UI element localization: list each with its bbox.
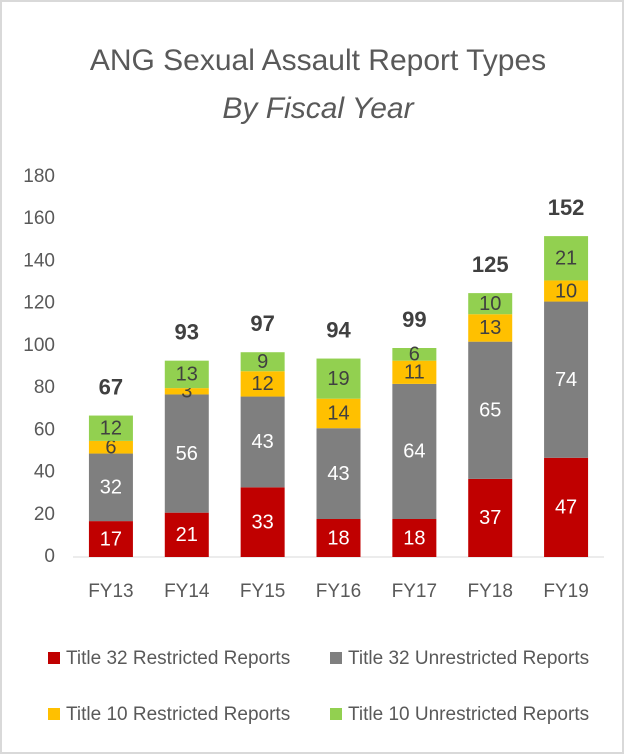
legend-marker: [330, 652, 342, 664]
y-tick-label: 180: [23, 166, 55, 187]
legend-label: Title 32 Unrestricted Reports: [348, 648, 589, 669]
x-tick-label: FY14: [164, 581, 210, 602]
segment-label: 64: [403, 441, 425, 463]
bar-segment: [88, 453, 133, 522]
bar-segment: [88, 415, 133, 441]
bar-segment: [240, 352, 285, 372]
total-label: 94: [326, 317, 351, 342]
segment-label: 47: [555, 497, 577, 519]
segment-label: 18: [403, 527, 425, 549]
bar-segment: [392, 348, 437, 361]
x-tick-label: FY17: [392, 581, 437, 602]
segment-label: 17: [100, 528, 122, 550]
bar-segment: [164, 388, 209, 395]
x-tick-label: FY16: [316, 581, 361, 602]
total-label: 67: [99, 374, 123, 399]
y-tick-label: 100: [23, 335, 55, 356]
segment-label: 43: [327, 463, 349, 485]
legend-label: Title 10 Restricted Reports: [66, 704, 290, 725]
segment-label: 13: [176, 364, 198, 386]
segment-label: 33: [252, 511, 274, 533]
bar-segment: [392, 360, 437, 384]
chart-title: ANG Sexual Assault Report Types: [90, 44, 546, 77]
bar-segment: [468, 293, 513, 315]
segment-label: 11: [404, 362, 425, 384]
bar-segment: [544, 280, 589, 302]
total-label: 125: [472, 252, 509, 277]
bar-segment: [164, 512, 209, 557]
segment-label: 6: [409, 344, 420, 366]
bar-segment: [240, 371, 285, 397]
y-tick-label: 120: [23, 293, 55, 314]
segment-label: 10: [479, 293, 501, 315]
segment-label: 12: [100, 418, 122, 440]
bar-segment: [316, 358, 361, 399]
bar-segment: [468, 314, 513, 342]
segment-label: 19: [327, 368, 349, 390]
bar-segment: [88, 440, 133, 454]
y-tick-label: 160: [23, 208, 55, 229]
bar-segment: [88, 521, 133, 557]
segment-label: 9: [257, 351, 268, 373]
x-tick-label: FY13: [88, 581, 133, 602]
x-tick-label: FY19: [543, 581, 588, 602]
y-tick-label: 80: [34, 377, 55, 398]
bar-segment: [468, 341, 513, 479]
segment-label: 74: [555, 369, 577, 391]
y-tick-label: 20: [34, 504, 55, 525]
segment-label: 21: [555, 248, 577, 270]
segment-label: 32: [100, 477, 122, 499]
bar-segment: [164, 360, 209, 389]
bar-segment: [544, 457, 589, 557]
bar-segment: [544, 236, 589, 281]
bar-segment: [240, 487, 285, 557]
y-tick-label: 0: [44, 546, 55, 567]
segment-label: 3: [181, 381, 192, 403]
y-tick-label: 40: [34, 462, 55, 483]
bar-segment: [392, 383, 437, 519]
y-tick-label: 140: [23, 250, 55, 271]
total-label: 97: [250, 311, 274, 336]
bar-segment: [316, 519, 361, 557]
total-label: 152: [548, 195, 585, 220]
segment-label: 10: [555, 280, 577, 302]
segment-label: 18: [327, 527, 349, 549]
bar-segment: [544, 301, 589, 458]
legend-label: Title 32 Restricted Reports: [66, 648, 290, 669]
segment-label: 37: [479, 507, 501, 529]
bar-segment: [468, 478, 513, 557]
segment-label: 12: [252, 373, 274, 395]
segment-label: 65: [479, 400, 501, 422]
segment-label: 56: [176, 443, 198, 465]
legend-label: Title 10 Unrestricted Reports: [348, 704, 589, 725]
total-label: 93: [175, 319, 199, 344]
legend-marker: [48, 652, 60, 664]
segment-label: 21: [176, 524, 198, 546]
legend-marker: [48, 708, 60, 720]
y-tick-label: 60: [34, 419, 55, 440]
bar-segment: [164, 394, 209, 513]
chart-subtitle: By Fiscal Year: [222, 92, 414, 125]
segment-label: 13: [479, 317, 501, 339]
segment-label: 14: [327, 403, 349, 425]
x-tick-label: FY15: [240, 581, 285, 602]
segment-label: 6: [105, 437, 116, 459]
segment-label: 43: [252, 431, 274, 453]
legend-marker: [330, 708, 342, 720]
bar-segment: [240, 396, 285, 488]
total-label: 99: [402, 307, 426, 332]
x-tick-label: FY18: [468, 581, 513, 602]
bar-segment: [392, 519, 437, 557]
bar-segment: [316, 398, 361, 429]
bar-segment: [316, 428, 361, 519]
